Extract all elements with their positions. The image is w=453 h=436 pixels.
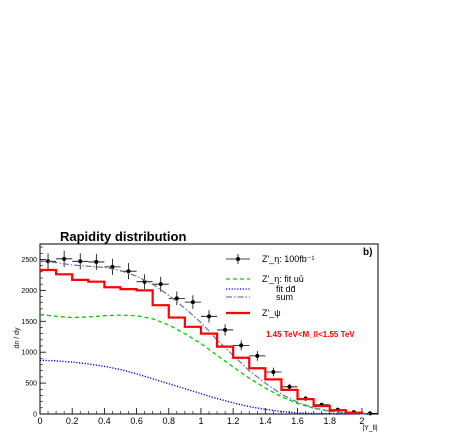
x-tick-label: 1.4 bbox=[259, 416, 272, 426]
curve-dotted bbox=[39, 359, 370, 415]
legend-entry: Z'_η: fit uū bbox=[226, 274, 304, 284]
x-tick-label: 1.6 bbox=[291, 416, 304, 426]
curve-dashdot bbox=[39, 260, 370, 415]
point-marker bbox=[126, 269, 131, 274]
y-tick-label: 500 bbox=[25, 381, 37, 388]
x-tick-label: 0 bbox=[37, 416, 42, 426]
x-tick-label: 0.6 bbox=[130, 416, 143, 426]
legend-label: Z'_η: fit uū bbox=[262, 274, 304, 284]
data-point bbox=[249, 350, 266, 361]
legend-entry: Z'_η: 100fb⁻¹ bbox=[226, 254, 315, 264]
point-marker bbox=[271, 369, 276, 374]
y-tick-label: 2000 bbox=[21, 288, 37, 295]
chart-title: Rapidity distribution bbox=[60, 229, 186, 244]
data-point bbox=[88, 253, 105, 270]
point-marker bbox=[110, 264, 115, 269]
legend-label: Z'_η: 100fb⁻¹ bbox=[262, 254, 315, 264]
y-tick-label: 0 bbox=[33, 412, 37, 419]
data-point bbox=[168, 291, 185, 306]
data-point bbox=[152, 276, 169, 292]
x-tick-label: 0.8 bbox=[163, 416, 176, 426]
plot-frame bbox=[39, 243, 379, 415]
x-tick-label: 1.2 bbox=[227, 416, 240, 426]
legend-entry: sum bbox=[226, 292, 293, 302]
point-marker bbox=[287, 384, 292, 389]
point-marker bbox=[223, 327, 228, 332]
legend-label: fit dd̄ bbox=[276, 284, 296, 294]
panel-label: b) bbox=[363, 247, 372, 258]
x-tick-label: 1 bbox=[198, 416, 203, 426]
legend-label: Z'_ψ bbox=[262, 308, 281, 318]
point-marker bbox=[158, 282, 163, 287]
point-marker bbox=[94, 259, 99, 264]
legend-label: sum bbox=[276, 292, 293, 302]
y-tick-label: 2500 bbox=[21, 257, 37, 264]
legend-entry: Z'_ψ bbox=[226, 308, 281, 318]
data-point bbox=[72, 253, 89, 270]
legend-entry: fit dd̄ bbox=[226, 284, 296, 294]
data-point bbox=[56, 250, 73, 267]
data-point bbox=[217, 324, 234, 336]
x-tick-label: 2 bbox=[359, 416, 364, 426]
data-point bbox=[233, 340, 250, 351]
histogram-z-psi bbox=[40, 268, 364, 414]
y-tick-label: 1500 bbox=[21, 319, 37, 326]
x-axis-label: |Y_ll| bbox=[362, 425, 377, 432]
x-tick-label: 0.4 bbox=[98, 416, 111, 426]
mass-window-annotation: 1.45 TeV<M_ll<1.55 TeV bbox=[266, 330, 355, 339]
y-axis-label: dn / dy bbox=[14, 327, 21, 349]
data-point bbox=[184, 295, 201, 309]
point-marker bbox=[78, 259, 83, 264]
point-marker bbox=[190, 300, 195, 305]
data-point bbox=[265, 367, 282, 377]
x-tick-label: 0.2 bbox=[66, 416, 79, 426]
point-marker bbox=[207, 314, 211, 319]
point-marker bbox=[239, 343, 244, 348]
data-point bbox=[136, 274, 153, 290]
point-marker bbox=[174, 296, 179, 301]
point-marker bbox=[255, 353, 260, 358]
legend-marker-dot bbox=[236, 257, 240, 261]
point-marker bbox=[62, 256, 67, 261]
curve-dashed bbox=[39, 313, 370, 415]
y-tick-label: 1000 bbox=[21, 350, 37, 357]
x-tick-label: 1.8 bbox=[323, 416, 336, 426]
data-point bbox=[104, 258, 121, 275]
data-point bbox=[200, 310, 218, 323]
